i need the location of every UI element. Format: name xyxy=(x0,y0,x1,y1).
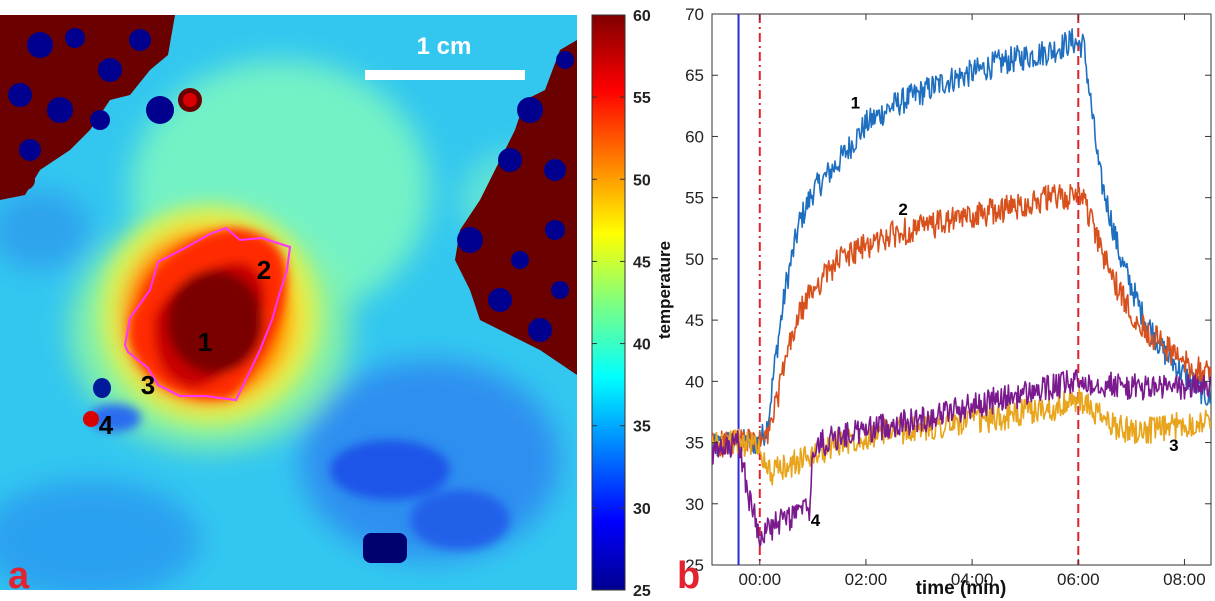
series-line-4 xyxy=(712,369,1211,547)
curve-label-1: 1 xyxy=(851,93,860,112)
y-tick-label: 60 xyxy=(685,127,704,146)
curve-label-2: 2 xyxy=(898,200,907,219)
point-label-4: 4 xyxy=(99,410,114,440)
colorbar-tick-label: 55 xyxy=(633,90,651,107)
curve-labels: 1 2 3 4 xyxy=(811,93,1179,530)
y-tick-label: 30 xyxy=(685,495,704,514)
plot-area xyxy=(711,13,1212,566)
colorbar-ticks: 60 55 50 45 40 35 30 25 xyxy=(592,8,651,600)
panel-b-label: b xyxy=(677,555,700,597)
curve-label-4: 4 xyxy=(811,511,821,530)
y-tick-label: 65 xyxy=(685,66,704,85)
colorbar-tick-label: 25 xyxy=(633,583,651,600)
series-layer xyxy=(712,28,1211,547)
thermal-map-panel: 1 cm 1 2 3 4 a xyxy=(0,15,577,597)
x-axis-title: time (min) xyxy=(916,578,1007,599)
x-tick-label: 06:00 xyxy=(1057,570,1100,589)
x-tick-label: 00:00 xyxy=(739,570,782,589)
colorbar: 60 55 50 45 40 35 30 25 xyxy=(591,8,651,600)
colorbar-tick-label: 50 xyxy=(633,172,651,189)
scale-bar xyxy=(365,70,525,80)
point-label-2: 2 xyxy=(257,255,271,285)
x-axis: 00:00 02:00 04:00 06:00 08:00 xyxy=(739,14,1206,589)
event-markers xyxy=(737,14,1080,565)
colorbar-gradient xyxy=(591,14,626,591)
x-tick-label: 04:00 xyxy=(951,570,994,589)
curve-label-3: 3 xyxy=(1169,436,1178,455)
y-tick-label: 35 xyxy=(685,434,704,453)
ablation-zone-contour xyxy=(123,226,292,402)
panel-a-label: a xyxy=(8,555,30,597)
y-tick-label: 40 xyxy=(685,372,704,391)
scale-bar-label: 1 cm xyxy=(417,33,472,60)
colorbar-tick-label: 45 xyxy=(633,254,651,271)
y-axis: 25 30 35 40 45 50 55 60 65 70 xyxy=(685,5,1211,575)
y-axis-title: temperature xyxy=(655,241,674,339)
x-tick-label: 08:00 xyxy=(1163,570,1206,589)
y-tick-label: 45 xyxy=(685,311,704,330)
colorbar-tick-label: 35 xyxy=(633,419,651,436)
point-label-1: 1 xyxy=(198,327,212,357)
noise-region-right xyxy=(455,40,577,375)
y-tick-label: 55 xyxy=(685,189,704,208)
noise-region-top-left xyxy=(0,15,202,200)
colorbar-tick-label: 30 xyxy=(633,501,651,518)
series-line-2 xyxy=(712,183,1211,458)
y-tick-label: 50 xyxy=(685,250,704,269)
series-line-3 xyxy=(712,388,1211,486)
point-label-3: 3 xyxy=(141,370,155,400)
temperature-chart-panel: 25 30 35 40 45 50 55 60 65 70 00:00 02:00 04:00 06:0… xyxy=(655,5,1212,599)
thermal-map-image xyxy=(0,15,577,590)
y-tick-label: 70 xyxy=(685,5,704,24)
series-line-1 xyxy=(712,28,1211,457)
y-tick-label: 25 xyxy=(685,556,704,575)
x-tick-label: 02:00 xyxy=(845,570,888,589)
colorbar-tick-label: 60 xyxy=(633,8,651,25)
colorbar-tick-label: 40 xyxy=(633,337,651,354)
